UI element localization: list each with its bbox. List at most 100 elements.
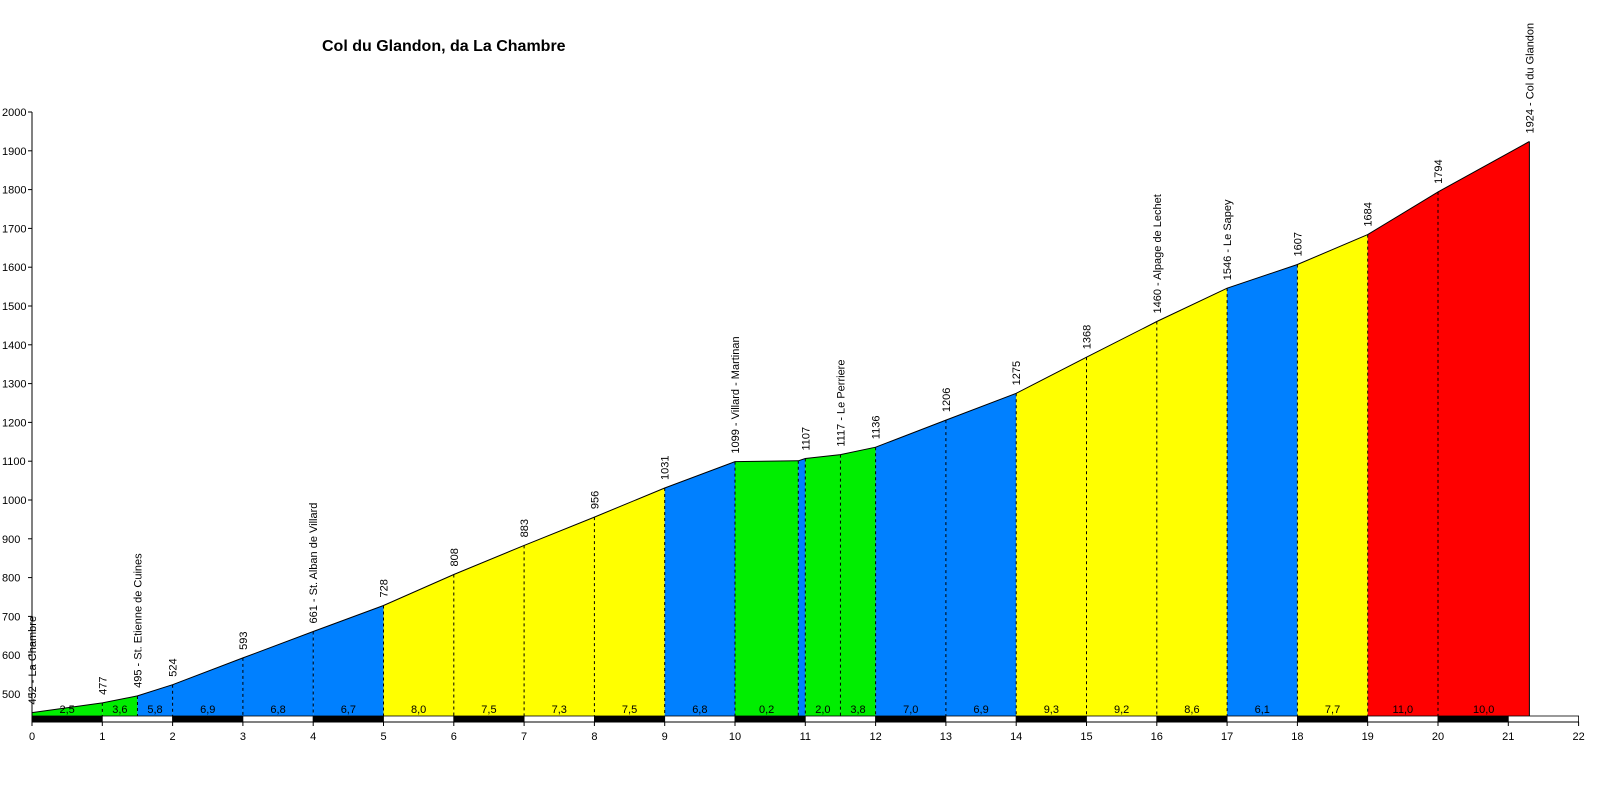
segment-fill	[1156, 288, 1228, 722]
point-label: 808	[449, 548, 461, 566]
segment-fill	[805, 454, 841, 722]
x-tick-label: 16	[1151, 731, 1163, 743]
grade-label: 7,7	[1325, 704, 1340, 716]
segment-fill	[1367, 191, 1438, 722]
grade-label: 6,8	[692, 704, 707, 716]
km-scale-block	[453, 715, 525, 723]
grade-label: 9,2	[1114, 704, 1129, 716]
km-scale-block	[1367, 715, 1439, 723]
x-tick-label: 5	[380, 731, 386, 743]
segment-fill	[840, 447, 876, 722]
y-tick-label: 500	[2, 689, 20, 701]
segment-fill	[735, 460, 799, 722]
y-tick-label: 1500	[2, 301, 26, 313]
segment-fill	[1297, 234, 1368, 722]
grade-labels: 2,5 3,6 5,8 6,9 6,8 6,7 8,0 7,5 7,3 7,5 6,8 0,2 2,0 3…	[60, 704, 1495, 716]
km-scale-block	[664, 715, 736, 723]
km-scale-block	[804, 715, 876, 723]
y-tick-label: 1600	[2, 262, 26, 274]
point-label: 593	[238, 632, 250, 650]
grade-label: 6,7	[341, 704, 356, 716]
grade-label: 8,0	[411, 704, 426, 716]
km-scale-block	[242, 715, 314, 723]
segment-fill	[383, 574, 454, 722]
point-label: 1794	[1433, 159, 1445, 183]
grade-label: 6,9	[200, 704, 215, 716]
point-label: 956	[589, 491, 601, 509]
segment-fills	[32, 141, 1530, 722]
x-tick-label: 14	[1010, 731, 1022, 743]
point-label: 524	[168, 658, 180, 676]
y-tick-label: 1700	[2, 223, 26, 235]
y-tick-label: 900	[2, 534, 20, 546]
grade-label: 7,3	[552, 704, 567, 716]
grade-label: 6,1	[1255, 704, 1270, 716]
profile-line	[31, 141, 1530, 714]
point-label: 1206	[941, 388, 953, 412]
x-tick-label: 2	[170, 731, 176, 743]
axes: 0 1 2 3 4 5 6 7 8 9 10 11 12 13 14 15 16 17 18 19 20 21 225006…	[2, 107, 1585, 743]
point-label: 1684	[1363, 202, 1375, 226]
km-scale-block	[734, 715, 806, 723]
segment-fill	[137, 684, 173, 722]
x-tick-label: 17	[1221, 731, 1233, 743]
grade-label: 8,6	[1184, 704, 1199, 716]
point-labels: 452 - La Chambre 477 495 - St. Etienne de …	[27, 23, 1536, 705]
grade-label: 3,8	[850, 704, 865, 716]
x-tick-label: 10	[729, 731, 741, 743]
y-tick-label: 700	[2, 611, 20, 623]
segment-fill	[524, 517, 595, 722]
km-scale-block	[31, 715, 103, 723]
point-label: 1099 - Villard - Martinan	[730, 336, 742, 453]
x-tick-label: 20	[1432, 731, 1444, 743]
x-tick-label: 7	[521, 731, 527, 743]
segment-fill	[313, 605, 384, 722]
km-divider-lines	[101, 141, 1530, 716]
x-tick-label: 1	[99, 731, 105, 743]
segment-fill	[664, 461, 735, 722]
segment-fill	[1086, 321, 1157, 722]
x-tick-label: 4	[310, 731, 316, 743]
x-tick-label: 11	[800, 731, 811, 743]
x-tick-label: 9	[662, 731, 668, 743]
x-tick-label: 21	[1502, 731, 1514, 743]
km-scale-block	[1156, 715, 1228, 723]
grade-label: 2,5	[60, 704, 75, 716]
point-label: 1136	[871, 416, 883, 440]
y-tick-label: 600	[2, 650, 20, 662]
km-scale-block	[312, 715, 384, 723]
grade-label: 7,0	[903, 704, 918, 716]
segment-fill	[1438, 141, 1530, 722]
segment-fill	[453, 545, 525, 722]
point-label: 1924 - Col du Glandon	[1524, 23, 1536, 134]
grade-label: 6,8	[270, 704, 285, 716]
y-tick-label: 1900	[2, 146, 26, 158]
km-scale-bar	[31, 715, 1580, 723]
y-tick-label: 800	[2, 573, 20, 585]
segment-fill	[945, 393, 1017, 722]
grade-label: 2,0	[815, 704, 830, 716]
km-scale-block	[383, 715, 455, 723]
grade-label: 3,6	[112, 704, 127, 716]
grade-label: 0,2	[759, 704, 774, 716]
km-scale-block	[594, 715, 666, 723]
point-label: 1275	[1011, 361, 1023, 385]
km-scale-block	[523, 715, 595, 723]
x-tick-label: 15	[1080, 731, 1092, 743]
km-scale-block	[1226, 715, 1298, 723]
km-scale-block	[1437, 715, 1509, 723]
point-label: 1031	[660, 456, 672, 480]
point-label: 1546 - Le Sapey	[1222, 199, 1234, 280]
km-scale-block	[1015, 715, 1087, 723]
profile-line-group	[31, 141, 1530, 714]
point-label: 477	[97, 677, 109, 695]
grade-label: 10,0	[1473, 704, 1494, 716]
y-tick-label: 1000	[2, 495, 26, 507]
km-scale-block	[875, 715, 947, 723]
km-scale-block	[945, 715, 1017, 723]
grade-label: 7,5	[622, 704, 637, 716]
point-label: 728	[379, 579, 391, 597]
x-tick-label: 8	[591, 731, 597, 743]
grade-label: 11,0	[1393, 704, 1414, 716]
x-tick-label: 18	[1291, 731, 1303, 743]
